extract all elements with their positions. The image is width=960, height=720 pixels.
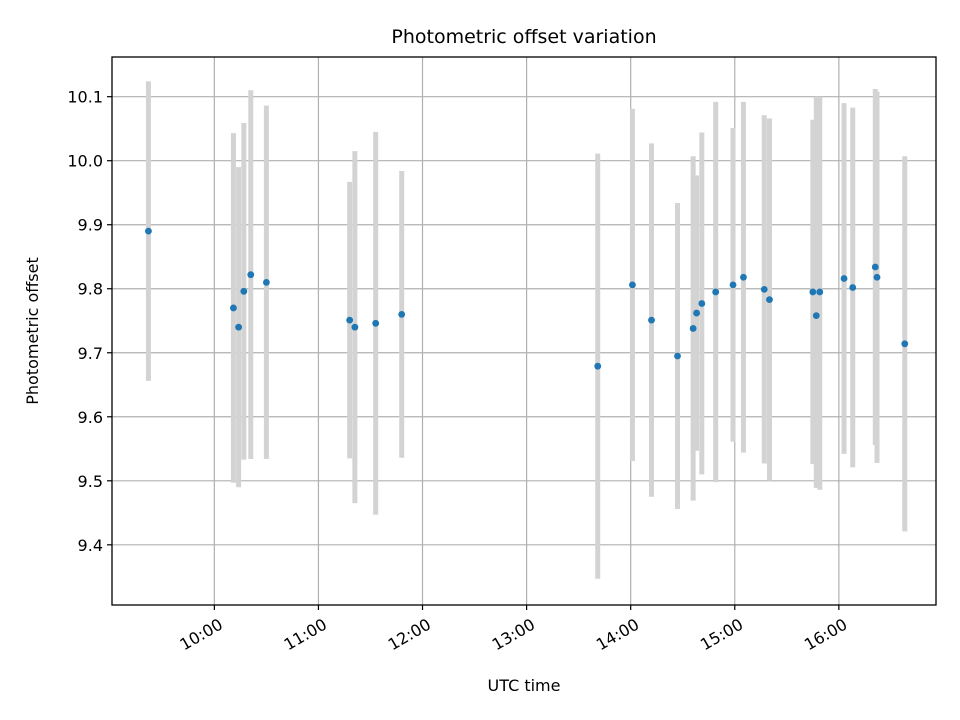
x-tick-label: 12:00 [385,615,434,655]
data-point [240,287,248,295]
x-tick-label: 15:00 [697,615,746,655]
data-point [346,316,354,324]
data-point [594,362,602,370]
data-point [648,316,655,324]
data-point [812,312,820,320]
data-point [351,323,359,331]
data-point [873,273,881,281]
data-point [689,325,697,332]
x-tick-layer: 10:00 11:00 12:00 13:00 14:00 15:00 16:00 [177,605,850,655]
data-point [871,263,879,271]
plot-frame [111,56,937,606]
data-point [629,281,636,289]
x-tick-label: 14:00 [593,615,642,655]
data-point [809,288,817,296]
data-point [816,288,824,296]
y-tick-layer: 9.4 9.5 9.6 9.7 9.8 9.9 10.0 10.1 [67,88,112,555]
y-tick-label: 9.9 [78,216,103,235]
data-point [840,275,848,282]
data-point [674,352,681,360]
data-point [729,281,737,289]
y-tick-label: 9.4 [78,536,103,555]
data-point [698,300,706,307]
data-point [262,278,270,286]
point-layer [145,227,909,370]
x-axis-label: UTC time [488,676,561,695]
data-point [766,296,773,304]
data-point [760,285,768,293]
y-tick-label: 9.5 [78,472,103,491]
chart-title: Photometric offset variation [391,26,656,48]
y-tick-label: 9.6 [78,408,103,427]
data-point [372,319,380,327]
y-tick-label: 9.8 [78,280,103,299]
data-point [740,273,747,281]
data-point [712,288,720,296]
data-point [247,271,255,279]
x-tick-label: 13:00 [489,615,538,655]
y-tick-label: 9.7 [78,344,103,363]
data-point [235,323,243,331]
data-point [145,227,152,235]
y-tick-label: 10.0 [67,152,103,171]
y-tick-label: 10.1 [67,88,103,107]
data-point [901,340,909,348]
data-point [230,304,237,312]
x-tick-label: 11:00 [281,615,330,655]
x-tick-label: 16:00 [801,615,850,655]
x-tick-label: 10:00 [177,615,226,655]
data-point [693,309,701,317]
data-point [849,284,857,291]
data-point [398,310,406,318]
y-axis-label: Photometric offset [23,257,42,405]
